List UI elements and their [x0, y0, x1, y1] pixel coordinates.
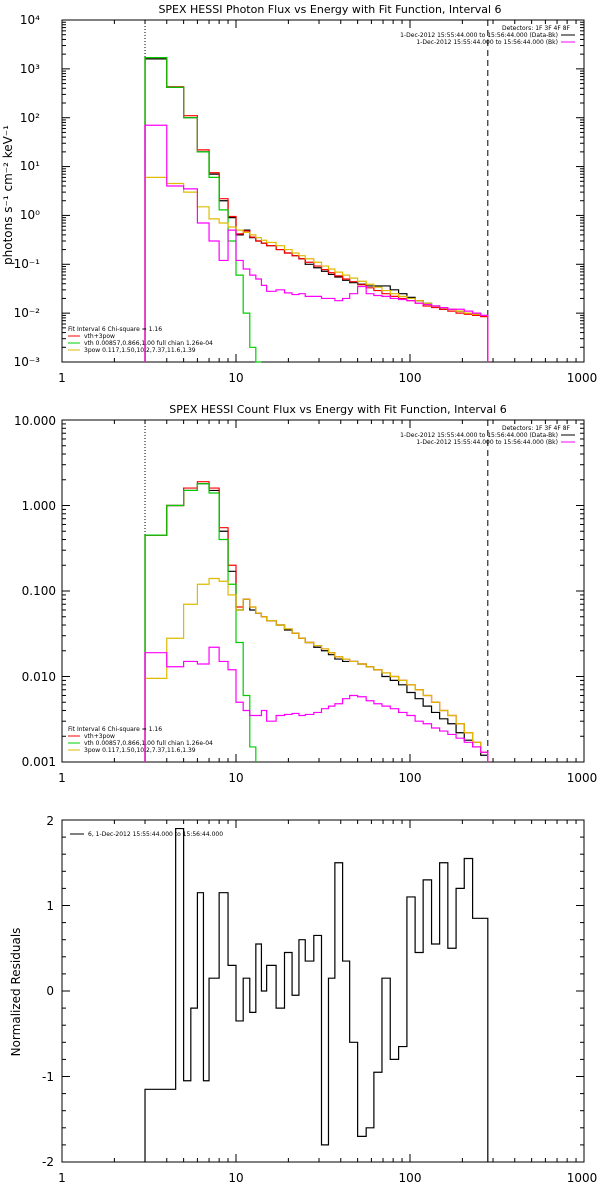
count-flux-title: SPEX HESSI Count Flux vs Energy with Fit… [169, 403, 506, 416]
series-bk [144, 646, 489, 762]
photon-legend-detectors: Detectors: 1F 3F 4F 8F [502, 25, 571, 32]
series-vth-3pow [144, 481, 489, 762]
photon-x-tick-100: 100 [399, 371, 422, 385]
count-x-tick-1000: 1000 [567, 771, 598, 785]
photon-legend-data-bk: 1-Dec-2012 15:55:44.000 to 15:56:44.000 … [400, 32, 558, 39]
residuals-plot-frame [61, 819, 585, 1163]
series-vth [144, 483, 257, 762]
count-fit-vth: vth 0.00857,0.866,1.00 full chian 1.26e-… [84, 740, 213, 747]
photon-y-tick-e0: 10⁰ [20, 208, 40, 222]
residuals-y-tick-0: 0 [46, 984, 54, 998]
series-3pow [144, 176, 489, 362]
series-vth-3pow [144, 57, 489, 362]
photon-x-tick-1: 1 [58, 371, 66, 385]
count-y-tick-0100: 0.100 [22, 584, 56, 598]
count-axis-ticks [61, 419, 585, 763]
photon-axis-ticks [61, 19, 585, 363]
residuals-panel: 1 10 100 1000 -2 -1 0 1 2 Normalized Res… [9, 814, 597, 1185]
photon-plot-frame [61, 19, 585, 363]
photon-fit-3pow: 3pow 0.117,1.50,10.2,7.37,11.6,1.39 [84, 347, 196, 354]
residuals-x-tick-100: 100 [399, 1171, 422, 1185]
count-x-tick-10: 10 [228, 771, 243, 785]
photon-y-tick-e1: 10¹ [20, 159, 40, 173]
residuals-x-tick-1000: 1000 [567, 1171, 598, 1185]
count-x-tick-100: 100 [399, 771, 422, 785]
series-3pow [144, 577, 489, 762]
series-6-1-dec-2012-15-55-44-000-to-15-56-44-000 [144, 827, 489, 1162]
photon-flux-title: SPEX HESSI Photon Flux vs Energy with Fi… [158, 3, 501, 16]
count-legend-data-bk: 1-Dec-2012 15:55:44.000 to 15:56:44.000 … [400, 432, 558, 439]
count-x-tick-1: 1 [58, 771, 66, 785]
count-series-group [144, 420, 489, 762]
photon-y-tick-e-2: 10⁻² [14, 306, 41, 320]
photon-x-tick-1000: 1000 [567, 371, 598, 385]
count-fit-header: Fit Interval 6 Chi-square = 1.16 [68, 726, 162, 733]
photon-series-group [144, 20, 489, 363]
photon-fit-header: Fit Interval 6 Chi-square = 1.16 [68, 326, 162, 333]
count-legend-detectors: Detectors: 1F 3F 4F 8F [502, 425, 571, 432]
photon-y-tick-e4: 10⁴ [20, 13, 40, 27]
photon-flux-panel: SPEX HESSI Photon Flux vs Energy with Fi… [1, 3, 597, 385]
residuals-x-tick-1: 1 [58, 1171, 66, 1185]
count-plot-frame [61, 419, 585, 763]
photon-y-tick-e-3: 10⁻³ [14, 355, 41, 369]
count-y-tick-10000: 10.000 [14, 414, 56, 428]
count-y-tick-0001: 0.001 [22, 755, 56, 769]
residuals-series-group [144, 827, 489, 1162]
residuals-legend-label: 6, 1-Dec-2012 15:55:44.000 to 15:56:44.0… [88, 831, 223, 838]
photon-fit-total: vth+3pow [84, 333, 115, 340]
residuals-y-tick-2: 2 [46, 814, 54, 828]
residuals-x-tick-10: 10 [228, 1171, 243, 1185]
count-fit-total: vth+3pow [84, 733, 115, 740]
residuals-y-axis-label: Normalized Residuals [9, 928, 23, 1057]
residuals-y-tick-m1: -1 [42, 1070, 54, 1084]
series-data-bk [144, 483, 489, 762]
photon-legend-bk: 1-Dec-2012 15:55:44.000 to 15:56:44.000 … [416, 39, 558, 46]
photon-y-tick-e2: 10² [20, 111, 40, 125]
residuals-y-tick-1: 1 [46, 899, 54, 913]
series-bk [144, 124, 489, 362]
count-flux-panel: SPEX HESSI Count Flux vs Energy with Fit… [14, 403, 597, 785]
photon-y-axis-label: photons s⁻¹ cm⁻² keV⁻¹ [1, 125, 15, 265]
count-legend-bk: 1-Dec-2012 15:55:44.000 to 15:56:44.000 … [416, 439, 558, 446]
residuals-axis-ticks [61, 819, 585, 1163]
count-fit-3pow: 3pow 0.117,1.50,10.2,7.37,11.6,1.39 [84, 747, 196, 754]
count-y-tick-1000: 1.000 [22, 499, 56, 513]
photon-y-tick-e-1: 10⁻¹ [14, 257, 41, 271]
count-y-tick-0010: 0.010 [22, 670, 56, 684]
residuals-y-tick-m2: -2 [42, 1155, 54, 1169]
photon-fit-vth: vth 0.00857,0.866,1.00 full chian 1.26e-… [84, 340, 213, 347]
series-vth [144, 57, 262, 363]
photon-y-tick-e3: 10³ [20, 62, 40, 76]
photon-x-tick-10: 10 [228, 371, 243, 385]
series-data-bk [144, 58, 489, 362]
